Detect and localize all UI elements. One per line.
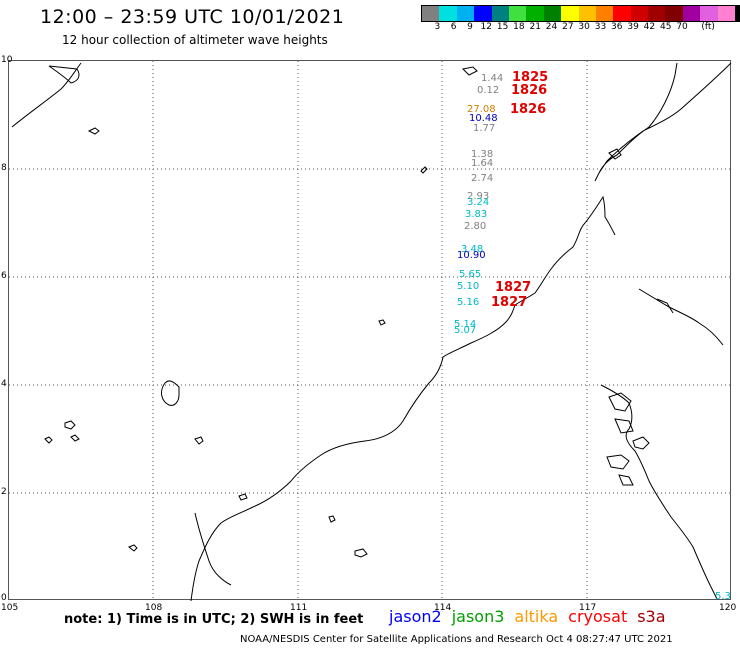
wave-height-label: 2.74 xyxy=(471,173,494,184)
map-subtitle: 12 hour collection of altimeter wave hei… xyxy=(62,33,328,47)
mission-label: cryosat xyxy=(568,607,628,626)
legend-swatch xyxy=(665,6,683,21)
pass-time-label: 1826 xyxy=(510,102,547,117)
legend-swatch xyxy=(422,6,440,21)
mission-legend: jason2 jason3 altika cryosat s3a xyxy=(389,607,676,626)
legend-swatch xyxy=(578,6,596,21)
legend-swatch xyxy=(630,6,649,21)
wave-height-label: 27.08 xyxy=(467,104,496,115)
pass-time-label: 1826 xyxy=(511,83,548,98)
x-tick-label: 105 xyxy=(1,603,19,613)
legend-swatch xyxy=(613,6,631,21)
legend-swatch xyxy=(735,6,740,21)
legend-swatch xyxy=(682,6,701,21)
legend-label: 42 xyxy=(643,22,656,32)
legend-swatch xyxy=(526,6,544,21)
legend-label: 3 xyxy=(434,22,441,32)
wave-height-label: 2.93 xyxy=(467,191,490,202)
y-tick-label: 8 xyxy=(1,163,7,173)
wave-height-label: 5.65 xyxy=(459,269,482,280)
wave-height-label: 1.38 xyxy=(471,149,494,160)
legend-label: 70 xyxy=(676,22,688,32)
footer-note: note: 1) Time is in UTC; 2) SWH is in fe… xyxy=(64,612,364,627)
legend-label: (ft) xyxy=(701,22,715,32)
map-title: 12:00 – 23:59 UTC 10/01/2021 xyxy=(40,6,345,28)
wave-height-label: 1.64 xyxy=(471,158,494,169)
x-tick-label: 120 xyxy=(719,603,737,613)
wave-height-label: 3.24 xyxy=(467,197,490,208)
legend-swatch xyxy=(561,6,579,21)
color-scale-labels: 3 6 9 12 15 18 21 24 27 30 33 36 39 42 45 70 (ft) xyxy=(421,22,731,34)
legend-label: 21 xyxy=(529,22,541,32)
legend-label: 9 xyxy=(467,22,473,32)
legend-label: 18 xyxy=(513,22,525,32)
y-tick-label: 6 xyxy=(1,271,7,281)
x-tick-label: 117 xyxy=(579,603,597,613)
legend-swatch xyxy=(648,6,666,21)
map-panel: 105 108 111 114 117 120 10 8 6 4 2 0 1.44 0.12 27.08 1… xyxy=(1,55,736,613)
legend-swatch xyxy=(717,6,736,21)
wave-height-label: 0.12 xyxy=(477,85,500,96)
pass-time-label: 1827 xyxy=(495,280,532,295)
y-tick-label: 0 xyxy=(1,593,7,603)
mission-label: jason2 xyxy=(389,607,442,626)
legend-label: 12 xyxy=(480,22,492,32)
legend-label: 6 xyxy=(450,22,457,32)
wave-height-label: 3.83 xyxy=(465,209,488,220)
wave-height-label: 5.07 xyxy=(454,325,477,336)
coastline-map xyxy=(9,61,732,601)
mission-label: s3a xyxy=(637,607,666,626)
legend-label: 15 xyxy=(496,22,509,32)
legend-label: 24 xyxy=(545,22,558,32)
x-tick-label: 114 xyxy=(434,603,452,613)
wave-height-label: 1.44 xyxy=(481,73,504,84)
wave-height-label: 5.14 xyxy=(454,319,477,330)
legend-label: 33 xyxy=(594,22,607,32)
legend-swatch xyxy=(508,6,527,21)
legend-swatch xyxy=(595,6,614,21)
legend-swatch xyxy=(491,6,509,21)
legend-swatch xyxy=(474,6,492,21)
x-tick-label: 108 xyxy=(145,603,163,613)
legend-swatch xyxy=(700,6,718,21)
wave-height-label: 3.48 xyxy=(461,244,484,255)
legend-label: 30 xyxy=(578,22,590,32)
legend-label: 45 xyxy=(660,22,672,32)
wave-height-label: 5.10 xyxy=(457,281,480,292)
x-tick-label: 111 xyxy=(290,603,308,613)
legend-label: 36 xyxy=(611,22,623,32)
wave-height-label: 10.90 xyxy=(457,250,486,261)
legend-label: 27 xyxy=(562,22,574,32)
legend-swatch xyxy=(456,6,475,21)
y-tick-label: 10 xyxy=(1,55,13,65)
mission-label: jason3 xyxy=(451,607,505,626)
wave-height-label: 1.77 xyxy=(473,123,496,134)
footer-credit: NOAA/NESDIS Center for Satellite Applica… xyxy=(240,634,673,645)
wave-height-label: 5.3 xyxy=(715,591,731,602)
y-tick-label: 4 xyxy=(1,379,7,389)
wave-height-label: 10.48 xyxy=(469,113,498,124)
legend-swatch xyxy=(439,6,457,21)
grid-lines xyxy=(9,61,732,601)
color-scale-legend xyxy=(421,5,740,22)
mission-label: altika xyxy=(514,607,559,626)
legend-swatch xyxy=(543,6,562,21)
coastlines xyxy=(11,62,732,601)
y-tick-label: 2 xyxy=(1,487,7,497)
legend-label: 39 xyxy=(627,22,639,32)
wave-height-label: 5.16 xyxy=(457,297,480,308)
wave-height-label: 2.80 xyxy=(464,221,487,232)
pass-time-label: 1825 xyxy=(512,70,549,85)
pass-time-label: 1827 xyxy=(491,295,528,310)
